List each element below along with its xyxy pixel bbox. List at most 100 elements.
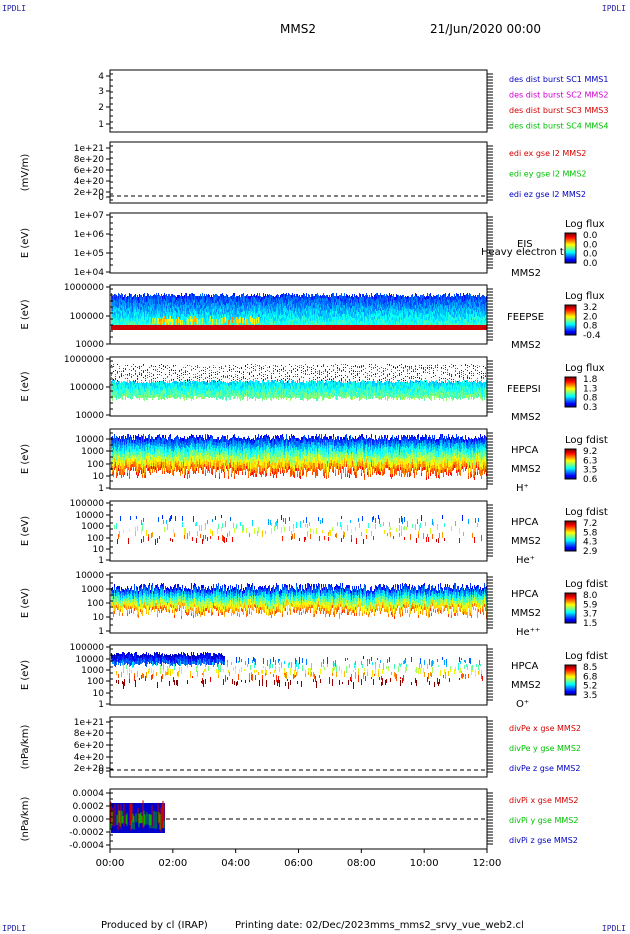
- panel-eis-frame: [109, 212, 488, 274]
- y-tick-label: 1e+04: [74, 268, 105, 278]
- y-axis-label: E (eV): [20, 444, 31, 474]
- panel-hpca_hepp: 10000 1000 100 10 1 E (eV) HPCA MMS2 He⁺⁺ Log fdi…: [20, 571, 608, 638]
- y-tick-label: 10: [93, 545, 105, 555]
- y-tick-label: 2: [98, 103, 104, 113]
- colorbar-title: Log fdist: [565, 579, 608, 590]
- y-tick-label: 0: [98, 193, 104, 203]
- y-tick-label: 1000000: [64, 355, 104, 365]
- spacecraft-title: MMS2: [280, 22, 316, 36]
- colorbar-tick-label: 3.5: [583, 466, 597, 476]
- panel-divpi: 0.0004 0.0002 0.0000 -0.0002 -0.0004 (nPa/km)…: [20, 788, 578, 851]
- species-label: He⁺⁺: [516, 627, 540, 638]
- y-tick-label: 10000: [75, 411, 104, 421]
- y-tick-label: 1000000: [64, 283, 104, 293]
- colorbar-tick-label: 1.8: [583, 375, 598, 385]
- y-tick-label: 10: [93, 613, 105, 623]
- y-tick-label: 1e+06: [74, 230, 105, 240]
- y-axis-label: E (eV): [20, 299, 31, 329]
- panel-edi-frame: [109, 141, 488, 204]
- y-tick-label: -0.0002: [69, 828, 104, 838]
- x-tick-label: 00:00: [96, 858, 125, 869]
- y-tick-label: 1000: [81, 585, 104, 595]
- y-tick-label: 2e+20: [74, 188, 105, 198]
- instrument-label: FEEPSE: [507, 312, 544, 323]
- colorbar: [564, 376, 577, 408]
- legend-entry: divPe z gse MMS2: [509, 764, 580, 773]
- y-tick-label: 10000: [75, 435, 104, 445]
- legend-entry: divPe y gse MMS2: [509, 744, 581, 753]
- panel-feepse-frame: [109, 284, 488, 345]
- y-tick-label: 1000: [81, 447, 104, 457]
- y-axis-label: (nPa/km): [20, 797, 31, 842]
- legend-entry: divPe x gse MMS2: [509, 724, 581, 733]
- species-label: O⁺: [516, 699, 529, 710]
- instrument-label: HPCA: [511, 517, 539, 528]
- footer-file-name: mms_mms2_srvy_vue_web2.cl: [370, 920, 524, 931]
- y-tick-label: 1e+21: [74, 718, 104, 728]
- y-tick-label: 0.0000: [73, 815, 105, 825]
- panel-hpca_hepp-data: [111, 583, 487, 619]
- colorbar: [564, 448, 577, 480]
- y-tick-label: 4: [98, 72, 104, 82]
- colorbar-tick-label: 6.3: [583, 456, 597, 466]
- panel-hpca_h-frame: [109, 428, 488, 490]
- colorbar-tick-label: 4.3: [583, 538, 597, 548]
- spacecraft-label: MMS2: [511, 680, 541, 691]
- colorbar-tick-label: 1.3: [583, 384, 597, 394]
- colorbar-tick-label: 2.9: [583, 547, 598, 557]
- colorbar-tick-label: 3.2: [583, 303, 597, 313]
- legend-entry: des dist burst SC3 MMS3: [509, 106, 608, 115]
- y-axis-label: E (eV): [20, 660, 31, 690]
- y-axis-label: (nPa/km): [20, 725, 31, 770]
- legend-entry: des dist burst SC1 MMS1: [509, 75, 608, 84]
- corner-label-top-right: IPDLI: [601, 4, 626, 13]
- y-tick-label: 8e+20: [74, 729, 105, 739]
- spacecraft-label: MMS2: [511, 464, 541, 475]
- legend-entry: divPi x gse MMS2: [509, 796, 578, 805]
- colorbar-tick-label: 5.8: [583, 528, 598, 538]
- colorbar: [564, 232, 577, 264]
- colorbar-title: Log flux: [565, 363, 605, 374]
- panel-hpca_h-data: [111, 434, 487, 480]
- panel-burst: 4 3 2 1 des dist burst SC1 MMS1 des dist burs…: [98, 69, 608, 133]
- y-tick-label: 100: [87, 677, 104, 687]
- corner-label-bottom-left: IPDLI: [2, 924, 27, 933]
- colorbar-title: Log fdist: [565, 507, 608, 518]
- y-tick-label: 1: [98, 627, 104, 637]
- y-tick-label: 100000: [70, 383, 105, 393]
- panel-hpca_o-frame: [109, 644, 488, 706]
- corner-label-top-left: IPDLI: [2, 4, 27, 13]
- spacecraft-label: MMS2: [511, 268, 541, 279]
- colorbar: [564, 304, 577, 336]
- legend-entry: des dist burst SC4 MMS4: [509, 121, 608, 130]
- instrument-label: HPCA: [511, 589, 539, 600]
- colorbar-tick-label: 0.8: [583, 322, 598, 332]
- colorbar-tick-label: 0.0: [583, 250, 598, 260]
- y-tick-label: 6e+20: [74, 741, 105, 751]
- legend-entry: divPi z gse MMS2: [509, 836, 578, 845]
- y-tick-label: 1000: [81, 666, 104, 676]
- colorbar-tick-label: 2.0: [583, 312, 598, 322]
- y-tick-label: 8e+20: [74, 155, 105, 165]
- y-tick-label: -0.0004: [69, 841, 104, 851]
- corner-label-bottom-right: IPDLI: [601, 924, 626, 933]
- colorbar: [564, 520, 577, 552]
- panel-hpca_h: 10000 1000 100 10 1 E (eV) HPCA MMS2 H⁺ Log fdist…: [20, 428, 608, 494]
- y-tick-label: 1e+21: [74, 144, 104, 154]
- colorbar-title: Log fdist: [565, 651, 608, 662]
- panel-hpca_o-data: [111, 652, 483, 689]
- feepse-red-band: [111, 325, 487, 330]
- y-tick-label: 1: [98, 120, 104, 130]
- colorbar-tick-label: -0.4: [583, 331, 601, 341]
- spacecraft-label: MMS2: [511, 608, 541, 619]
- x-tick-label: 12:00: [473, 858, 502, 869]
- y-tick-label: 100: [87, 460, 104, 470]
- colorbar: [564, 664, 577, 696]
- spacecraft-label: MMS2: [511, 536, 541, 547]
- footer-produced-by: Produced by cl (IRAP): [101, 920, 208, 931]
- colorbar-tick-label: 0.8: [583, 394, 598, 404]
- colorbar-title: Log flux: [565, 219, 605, 230]
